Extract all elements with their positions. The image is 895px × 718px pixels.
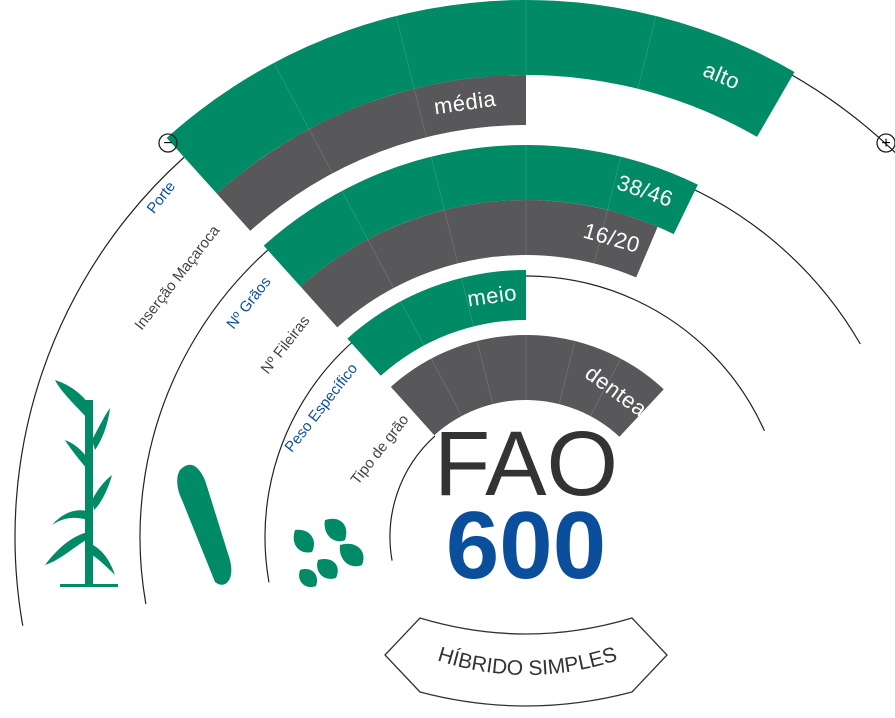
cob-icon <box>177 465 231 585</box>
max-label: + <box>881 135 890 152</box>
band-name: Nº Grãos <box>223 274 274 333</box>
plant-icon <box>45 380 118 587</box>
band-name: Inserção Maçaroca <box>131 222 223 334</box>
band-name: Porte <box>144 178 179 217</box>
min-label: − <box>163 135 172 152</box>
kernels-icon <box>294 519 364 587</box>
product-number: 600 <box>446 492 606 599</box>
infographic: altoPortemédiaInserção Maçaroca38/46Nº G… <box>0 0 895 718</box>
band-name: Nº Fileiras <box>258 313 314 378</box>
band-name: Tipo de grão <box>348 412 413 488</box>
guide-arc <box>390 436 435 561</box>
